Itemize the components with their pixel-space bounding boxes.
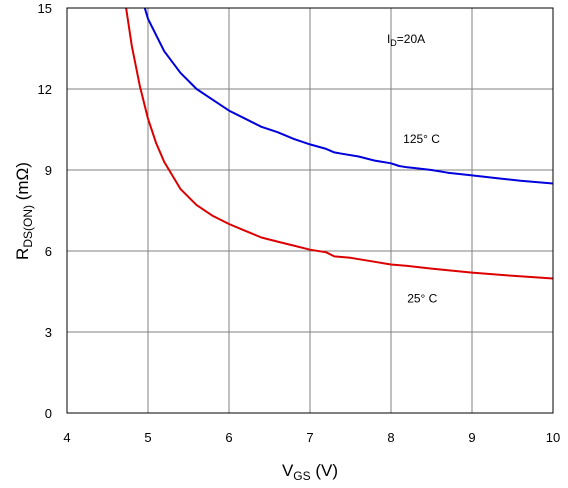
x-axis-title-sub: GS bbox=[293, 469, 310, 483]
y-axis-title-sub: DS(ON) bbox=[21, 205, 35, 248]
grid-layer bbox=[67, 8, 553, 413]
x-tick-label: 9 bbox=[468, 430, 475, 445]
series-line-125c bbox=[143, 8, 553, 185]
y-tick-label: 3 bbox=[45, 325, 52, 340]
drain-current-annotation: ID=20A bbox=[387, 32, 425, 48]
y-axis-title-suffix: (mΩ) bbox=[13, 162, 32, 205]
tick-label-layer: 4 5 6 7 8 9 10 0 3 6 9 12 15 bbox=[38, 1, 561, 445]
series-label-125c: 125° C bbox=[403, 132, 440, 146]
y-tick-label: 15 bbox=[38, 1, 52, 16]
y-axis-title-main: R bbox=[13, 248, 32, 260]
y-tick-label: 9 bbox=[45, 163, 52, 178]
x-tick-label: 7 bbox=[306, 430, 313, 445]
x-tick-label: 10 bbox=[546, 430, 560, 445]
series-label-25c: 25° C bbox=[407, 291, 437, 305]
annotation-sub: D bbox=[390, 38, 397, 48]
annotation-suffix: =20A bbox=[397, 32, 425, 46]
x-tick-label: 5 bbox=[144, 430, 151, 445]
x-axis-title-main: V bbox=[282, 461, 294, 480]
y-tick-label: 0 bbox=[45, 406, 52, 421]
x-tick-label: 6 bbox=[225, 430, 232, 445]
series-line-25c bbox=[125, 8, 553, 280]
annotation-main: I bbox=[387, 32, 390, 46]
y-tick-label: 6 bbox=[45, 244, 52, 259]
annotation-layer: ID=20A 125° C 25° C bbox=[387, 32, 440, 305]
x-axis-title: VGS (V) bbox=[282, 461, 338, 483]
x-tick-label: 4 bbox=[63, 430, 70, 445]
plot-frame bbox=[66, 7, 554, 414]
x-tick-label: 8 bbox=[387, 430, 394, 445]
y-axis-title: RDS(ON) (mΩ) bbox=[13, 162, 35, 260]
y-tick-label: 12 bbox=[38, 82, 52, 97]
x-axis-title-suffix: (V) bbox=[311, 461, 338, 480]
series-layer bbox=[125, 8, 553, 280]
